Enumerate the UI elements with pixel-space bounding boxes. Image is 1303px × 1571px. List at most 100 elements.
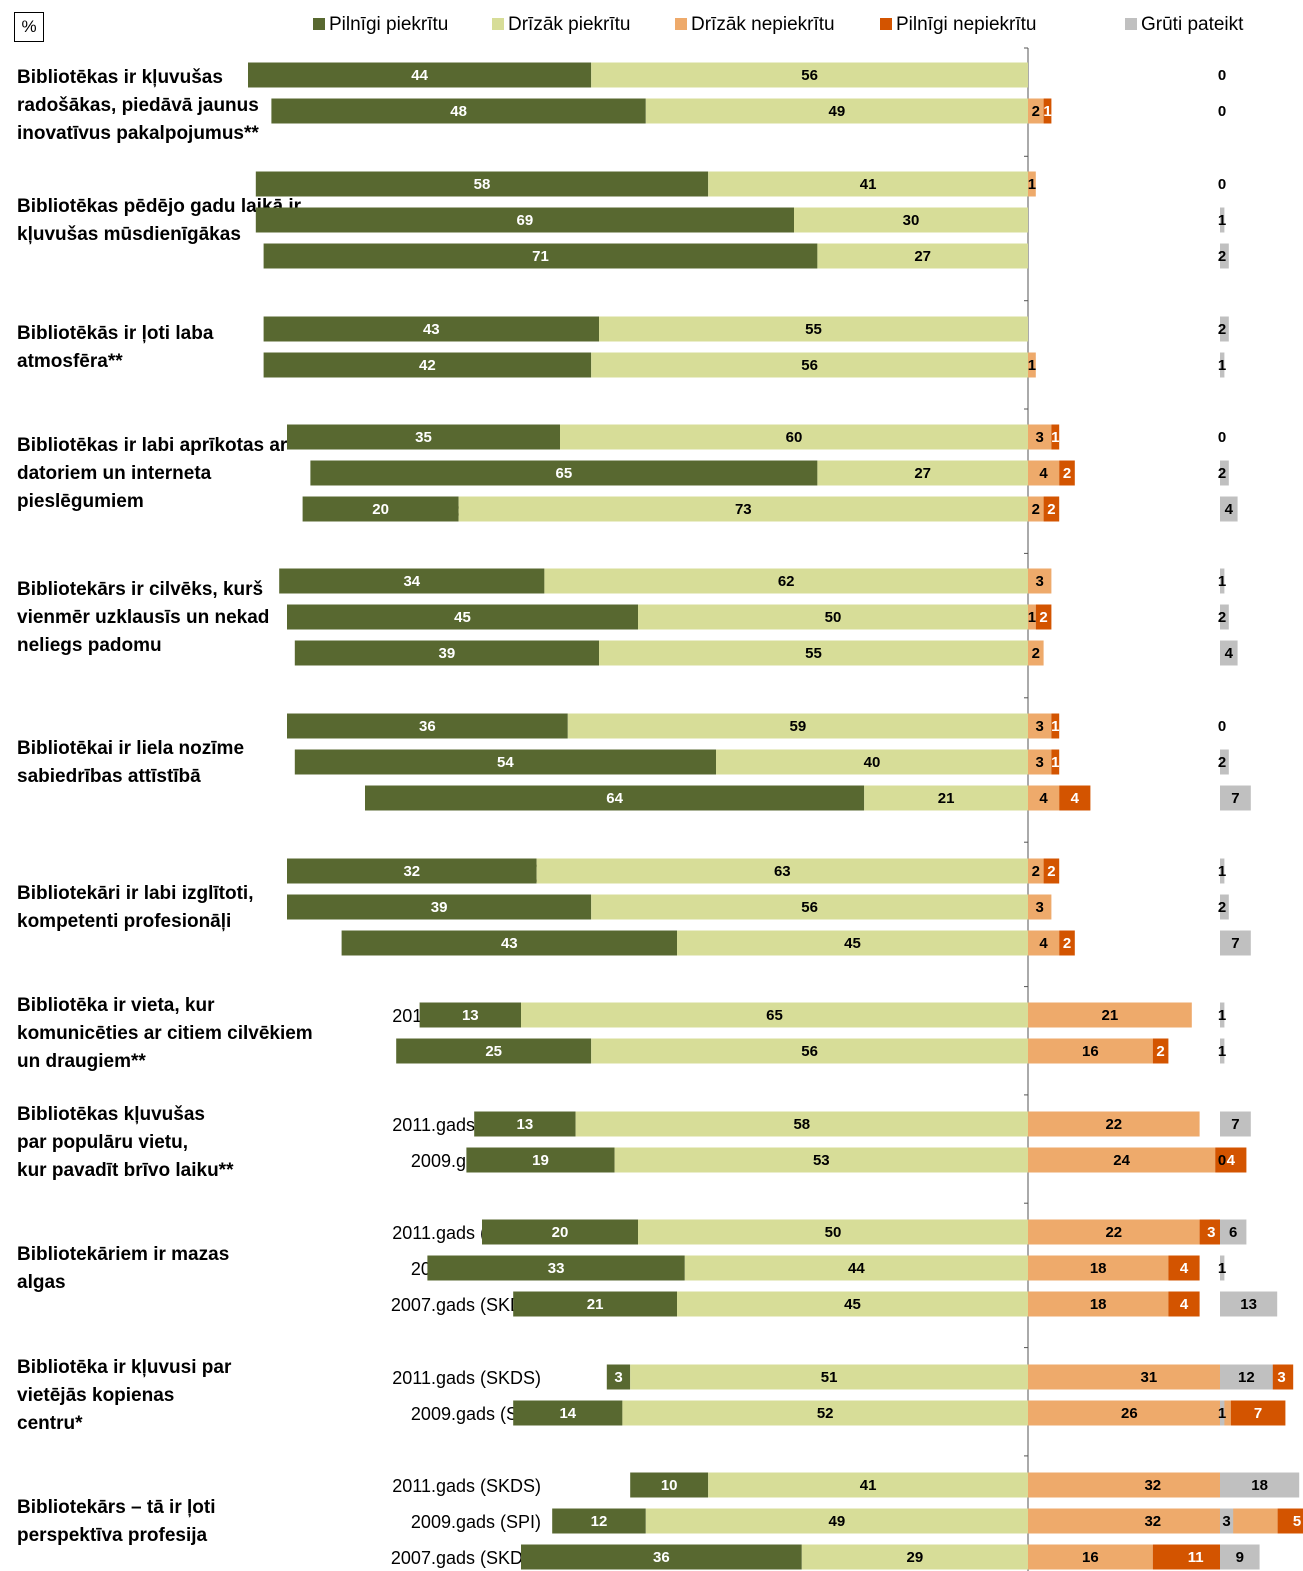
bar-value-label: 11 (1188, 1549, 1204, 1566)
bar-value-label: 2 (1063, 935, 1071, 952)
bar-drizak-piekritu (677, 1291, 1028, 1317)
bar-drizak-nepiekritu (1028, 460, 1060, 486)
bar-pilnigi-piekritu (255, 171, 709, 197)
bar-value-label: 36 (419, 718, 436, 735)
bar-value-label: 43 (423, 321, 440, 338)
bar-value-label: 58 (474, 176, 491, 193)
bar-pilnigi-piekritu (466, 1147, 615, 1173)
bar-value-label: 21 (1102, 1007, 1119, 1024)
gruti-pateikt-value-label: 12 (1238, 1369, 1255, 1386)
bar-drizak-nepiekritu (1028, 1002, 1192, 1028)
bar-drizak-piekritu (622, 1400, 1028, 1426)
bar-value-label: 2 (1156, 1043, 1164, 1060)
category-label: Bibliotēkas pēdējo gadu laikā ir (17, 196, 302, 217)
bar-value-label: 51 (821, 1369, 838, 1386)
bar-drizak-piekritu (677, 930, 1028, 956)
bar-gruti-pateikt (1220, 894, 1229, 920)
bar-pilnigi-nepiekritu (1035, 604, 1052, 630)
bar-value-label: 4 (1039, 935, 1048, 952)
bar-pilnigi-nepiekritu (1043, 98, 1052, 124)
bar-value-label: 50 (825, 609, 842, 626)
bar-gruti-pateikt (1220, 1219, 1247, 1245)
bar-drizak-piekritu (591, 352, 1028, 378)
bar-drizak-nepiekritu (1028, 424, 1052, 450)
bar-pilnigi-nepiekritu (1152, 1038, 1169, 1064)
bar-drizak-nepiekritu (1028, 1255, 1169, 1281)
bar-gruti-pateikt (1220, 640, 1238, 666)
bar-gruti-pateikt (1220, 930, 1251, 956)
bar-value-label: 42 (419, 357, 436, 374)
bar-drizak-piekritu (591, 894, 1028, 920)
bar-value-label: 4 (1227, 1152, 1236, 1169)
category-label: pieslēgumiem (17, 491, 144, 512)
category-label: Bibliotēkai ir liela nozīme (17, 738, 244, 759)
bar-value-label: 3 (1036, 754, 1044, 771)
bar-pilnigi-piekritu (513, 1291, 677, 1317)
bar-gruti-pateikt (1220, 604, 1229, 630)
bar-drizak-nepiekritu (1028, 894, 1052, 920)
bar-pilnigi-piekritu (521, 1544, 802, 1570)
bar-pilnigi-piekritu (482, 1219, 638, 1245)
bar-gruti-pateikt (1220, 1291, 1278, 1317)
legend-label: Grūti pateikt (1141, 14, 1244, 35)
category-label: Bibliotekārs – tā ir ļoti (17, 1497, 216, 1518)
bar-pilnigi-piekritu (302, 496, 459, 522)
row-label: 2009.gads (SPI) (411, 1404, 541, 1424)
unit-label: % (14, 12, 44, 42)
bar-value-label: 3 (1207, 1224, 1215, 1241)
bar-pilnigi-nepiekritu (1043, 496, 1060, 522)
bar-value-label: 32 (1144, 1513, 1161, 1530)
legend-swatch-gruti-pateikt (1125, 18, 1137, 30)
bar-drizak-nepiekritu (1028, 1111, 1200, 1137)
bar-value-label: 3 (1036, 573, 1044, 590)
bar-value-label: 2 (1047, 501, 1055, 518)
bar-gruti-pateikt (1220, 1038, 1225, 1064)
bar-value-label: 43 (501, 935, 518, 952)
bar-value-label: 55 (805, 321, 822, 338)
bar-value-label: 62 (778, 573, 795, 590)
category-label: radošākas, piedāvā jaunus (17, 95, 259, 116)
bar-value-label: 3 (1277, 1369, 1285, 1386)
bar-drizak-nepiekritu (1028, 496, 1044, 522)
bar-value-label: 49 (829, 103, 846, 120)
bar-drizak-piekritu (630, 1364, 1028, 1390)
bar-drizak-nepiekritu (1028, 568, 1052, 594)
bar-drizak-nepiekritu (1028, 749, 1052, 775)
gruti-pateikt-value-label: 0 (1218, 103, 1226, 120)
bar-pilnigi-piekritu (294, 749, 716, 775)
legend-item-pilnigi-piekritu: Pilnīgi piekrītu (313, 13, 448, 37)
bar-drizak-nepiekritu (1028, 1291, 1169, 1317)
category-label: kļuvušas mūsdienīgākas (17, 224, 241, 245)
bar-drizak-piekritu (817, 460, 1028, 486)
chart-legend: Pilnīgi piekrītu Drīzāk piekrītu Drīzāk … (0, 13, 1303, 37)
category-label: vietējās kopienas (17, 1385, 174, 1406)
category-label: kur pavadīt brīvo laiku** (17, 1160, 234, 1181)
bar-pilnigi-nepiekritu (1215, 1147, 1247, 1173)
bar-drizak-piekritu (458, 496, 1029, 522)
bar-value-label: 21 (587, 1296, 604, 1313)
bar-pilnigi-nepiekritu (1051, 749, 1060, 775)
bar-value-label: 3 (1036, 718, 1044, 735)
bar-pilnigi-piekritu (419, 1002, 521, 1028)
bar-value-label: 33 (548, 1260, 565, 1277)
bar-pilnigi-piekritu (294, 640, 599, 666)
bar-gruti-pateikt (1220, 1255, 1225, 1281)
bar-pilnigi-piekritu (606, 1364, 631, 1390)
bar-pilnigi-piekritu (263, 352, 592, 378)
bar-pilnigi-nepiekritu (1043, 858, 1060, 884)
bar-gruti-pateikt (1220, 352, 1225, 378)
category-label: centru* (17, 1413, 83, 1434)
bar-drizak-piekritu (591, 1038, 1028, 1064)
bar-drizak-piekritu (645, 1508, 1028, 1534)
bar-gruti-pateikt (1220, 1544, 1260, 1570)
gruti-pateikt-value-label: 4 (1225, 645, 1234, 662)
gruti-pateikt-value-label: 0 (1218, 176, 1226, 193)
bar-value-label: 25 (485, 1043, 502, 1060)
bar-drizak-piekritu (567, 713, 1028, 739)
bar-value-label: 45 (844, 935, 861, 952)
gruti-pateikt-value-label: 9 (1236, 1549, 1244, 1566)
bar-pilnigi-piekritu (287, 858, 537, 884)
bar-value-label: 34 (403, 573, 420, 590)
bar-gruti-pateikt (1220, 749, 1229, 775)
